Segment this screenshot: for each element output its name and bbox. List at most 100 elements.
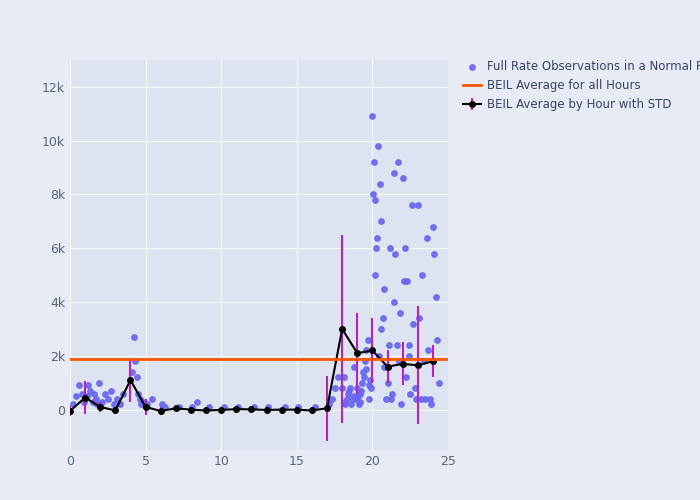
- Full Rate Observations in a Normal Point: [134, 395, 145, 403]
- Full Rate Observations in a Normal Point: [84, 387, 95, 395]
- Full Rate Observations in a Normal Point: [384, 341, 395, 349]
- Full Rate Observations in a Normal Point: [430, 292, 442, 300]
- Full Rate Observations in a Normal Point: [339, 398, 350, 406]
- Full Rate Observations in a Normal Point: [376, 218, 387, 226]
- Full Rate Observations in a Normal Point: [360, 346, 372, 354]
- Full Rate Observations in a Normal Point: [399, 244, 410, 252]
- Full Rate Observations in a Normal Point: [340, 400, 351, 408]
- Full Rate Observations in a Normal Point: [67, 400, 78, 408]
- Full Rate Observations in a Normal Point: [350, 395, 361, 403]
- Full Rate Observations in a Normal Point: [76, 390, 88, 398]
- Full Rate Observations in a Normal Point: [374, 180, 386, 188]
- Full Rate Observations in a Normal Point: [137, 398, 148, 406]
- Full Rate Observations in a Normal Point: [421, 234, 433, 241]
- Full Rate Observations in a Normal Point: [78, 398, 89, 406]
- Full Rate Observations in a Normal Point: [358, 374, 370, 382]
- Full Rate Observations in a Normal Point: [102, 395, 113, 403]
- Full Rate Observations in a Normal Point: [423, 346, 434, 354]
- Full Rate Observations in a Normal Point: [411, 395, 422, 403]
- Full Rate Observations in a Normal Point: [405, 390, 416, 398]
- Full Rate Observations in a Normal Point: [379, 362, 390, 370]
- Full Rate Observations in a Normal Point: [358, 368, 369, 376]
- Full Rate Observations in a Normal Point: [160, 403, 171, 411]
- Full Rate Observations in a Normal Point: [111, 395, 122, 403]
- Full Rate Observations in a Normal Point: [367, 112, 378, 120]
- Full Rate Observations in a Normal Point: [378, 284, 389, 292]
- Full Rate Observations in a Normal Point: [132, 390, 144, 398]
- Full Rate Observations in a Normal Point: [388, 169, 399, 177]
- Full Rate Observations in a Normal Point: [344, 387, 355, 395]
- Full Rate Observations in a Normal Point: [249, 403, 260, 411]
- Full Rate Observations in a Normal Point: [74, 382, 85, 390]
- BEIL Average for all Hours: [66, 356, 74, 362]
- Full Rate Observations in a Normal Point: [409, 384, 420, 392]
- Full Rate Observations in a Normal Point: [364, 395, 375, 403]
- Full Rate Observations in a Normal Point: [93, 379, 104, 387]
- Full Rate Observations in a Normal Point: [370, 244, 382, 252]
- Full Rate Observations in a Normal Point: [398, 276, 409, 284]
- Full Rate Observations in a Normal Point: [377, 314, 388, 322]
- Full Rate Observations in a Normal Point: [368, 190, 379, 198]
- Full Rate Observations in a Normal Point: [386, 390, 398, 398]
- Full Rate Observations in a Normal Point: [309, 403, 321, 411]
- Full Rate Observations in a Normal Point: [354, 400, 365, 408]
- Full Rate Observations in a Normal Point: [394, 309, 405, 317]
- Full Rate Observations in a Normal Point: [141, 400, 153, 408]
- Full Rate Observations in a Normal Point: [356, 387, 367, 395]
- Full Rate Observations in a Normal Point: [389, 250, 400, 258]
- Full Rate Observations in a Normal Point: [370, 196, 381, 204]
- Full Rate Observations in a Normal Point: [365, 384, 377, 392]
- Full Rate Observations in a Normal Point: [432, 336, 443, 344]
- Full Rate Observations in a Normal Point: [218, 403, 230, 411]
- Full Rate Observations in a Normal Point: [128, 333, 139, 341]
- Full Rate Observations in a Normal Point: [415, 395, 426, 403]
- Full Rate Observations in a Normal Point: [385, 395, 396, 403]
- Full Rate Observations in a Normal Point: [433, 379, 444, 387]
- BEIL Average for all Hours: [81, 356, 90, 362]
- Full Rate Observations in a Normal Point: [341, 395, 352, 403]
- Full Rate Observations in a Normal Point: [89, 390, 100, 398]
- Full Rate Observations in a Normal Point: [365, 376, 376, 384]
- Full Rate Observations in a Normal Point: [114, 400, 125, 408]
- Full Rate Observations in a Normal Point: [232, 403, 244, 411]
- Full Rate Observations in a Normal Point: [136, 400, 147, 408]
- Full Rate Observations in a Normal Point: [424, 395, 435, 403]
- Full Rate Observations in a Normal Point: [87, 398, 98, 406]
- Full Rate Observations in a Normal Point: [92, 400, 103, 408]
- Full Rate Observations in a Normal Point: [393, 357, 405, 365]
- Full Rate Observations in a Normal Point: [105, 387, 116, 395]
- Full Rate Observations in a Normal Point: [382, 379, 393, 387]
- Full Rate Observations in a Normal Point: [293, 403, 304, 411]
- Full Rate Observations in a Normal Point: [418, 357, 429, 365]
- Full Rate Observations in a Normal Point: [407, 320, 419, 328]
- Full Rate Observations in a Normal Point: [355, 390, 366, 398]
- Full Rate Observations in a Normal Point: [342, 390, 354, 398]
- Full Rate Observations in a Normal Point: [368, 158, 379, 166]
- Full Rate Observations in a Normal Point: [414, 314, 425, 322]
- Full Rate Observations in a Normal Point: [347, 395, 358, 403]
- Full Rate Observations in a Normal Point: [81, 392, 92, 400]
- Full Rate Observations in a Normal Point: [262, 403, 274, 411]
- Full Rate Observations in a Normal Point: [363, 382, 374, 390]
- Full Rate Observations in a Normal Point: [373, 142, 384, 150]
- Full Rate Observations in a Normal Point: [326, 395, 337, 403]
- Full Rate Observations in a Normal Point: [416, 271, 428, 279]
- Full Rate Observations in a Normal Point: [131, 374, 142, 382]
- Full Rate Observations in a Normal Point: [412, 201, 423, 209]
- Full Rate Observations in a Normal Point: [127, 368, 138, 376]
- Full Rate Observations in a Normal Point: [130, 357, 141, 365]
- Full Rate Observations in a Normal Point: [349, 362, 360, 370]
- Full Rate Observations in a Normal Point: [359, 357, 370, 365]
- Full Rate Observations in a Normal Point: [395, 400, 407, 408]
- Full Rate Observations in a Normal Point: [83, 382, 94, 390]
- Legend: Full Rate Observations in a Normal Point, BEIL Average for all Hours, BEIL Avera: Full Rate Observations in a Normal Point…: [463, 60, 700, 111]
- Full Rate Observations in a Normal Point: [191, 398, 202, 406]
- Full Rate Observations in a Normal Point: [397, 174, 408, 182]
- Full Rate Observations in a Normal Point: [406, 201, 417, 209]
- Full Rate Observations in a Normal Point: [389, 298, 400, 306]
- Full Rate Observations in a Normal Point: [393, 158, 404, 166]
- Full Rate Observations in a Normal Point: [146, 395, 158, 403]
- Full Rate Observations in a Normal Point: [323, 400, 334, 408]
- Full Rate Observations in a Normal Point: [329, 384, 340, 392]
- Full Rate Observations in a Normal Point: [337, 384, 348, 392]
